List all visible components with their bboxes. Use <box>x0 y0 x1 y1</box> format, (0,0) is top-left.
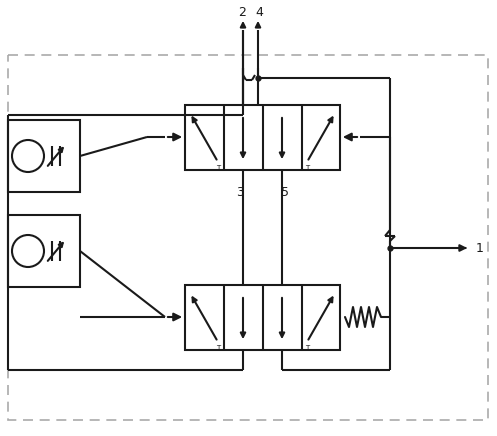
Text: 3: 3 <box>236 185 244 198</box>
Bar <box>8 120 80 192</box>
Bar <box>8 55 488 420</box>
Text: T: T <box>305 165 309 171</box>
Text: 4: 4 <box>255 6 263 18</box>
Text: T: T <box>305 345 309 351</box>
Bar <box>185 105 340 170</box>
Text: T: T <box>216 165 220 171</box>
Bar <box>8 215 80 287</box>
Bar <box>185 285 340 350</box>
Text: T: T <box>216 345 220 351</box>
Text: 5: 5 <box>281 185 289 198</box>
Text: 2: 2 <box>238 6 246 18</box>
Text: 1: 1 <box>476 242 484 255</box>
